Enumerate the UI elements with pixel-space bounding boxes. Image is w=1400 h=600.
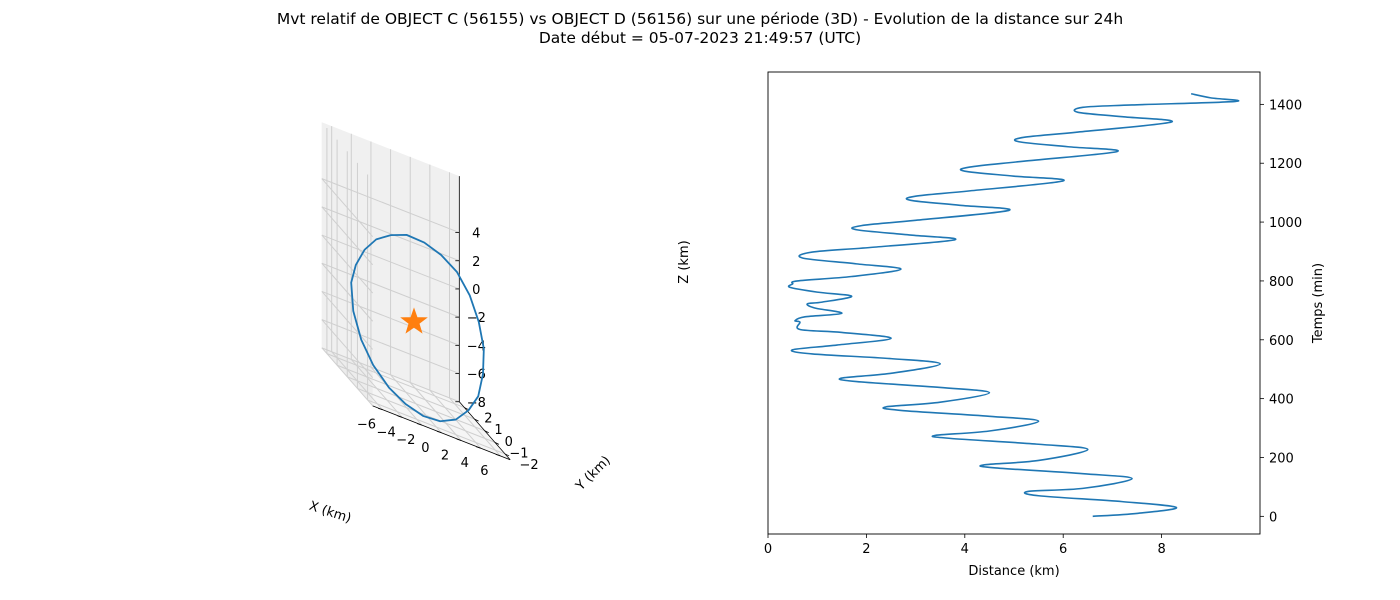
x-tick <box>377 407 383 411</box>
y-tick-label: 600 <box>1269 334 1294 349</box>
y-tick-label: −2 <box>519 458 538 473</box>
y-tick <box>474 418 479 422</box>
x-tick-label: 8 <box>1157 542 1165 557</box>
gridline-z-back <box>321 178 460 234</box>
y-tick <box>504 453 510 457</box>
z-tick-label: −2 <box>467 311 486 326</box>
x-tick <box>495 454 501 457</box>
x-tick-label: −2 <box>396 433 415 448</box>
star-marker <box>400 307 428 334</box>
gridline-z-back <box>321 347 460 403</box>
y-tick-label: 0 <box>505 435 513 450</box>
y-tick-label: 1 <box>494 423 502 438</box>
y-tick-label: 1000 <box>1269 216 1302 231</box>
z-tick-label: 0 <box>472 283 480 298</box>
y-tick <box>494 441 500 445</box>
gridline-z-back <box>321 290 460 346</box>
gridline-z-left <box>321 234 374 294</box>
x-tick-label: 0 <box>421 441 429 456</box>
trajectory-line <box>350 233 485 423</box>
x-tick-label: −6 <box>357 418 376 433</box>
y-tick-label: 2 <box>484 412 492 427</box>
y-tick <box>484 430 489 434</box>
z-axis-label: Z (km) <box>677 240 692 283</box>
distance-line <box>787 92 1240 518</box>
x-tick <box>456 438 462 441</box>
y-tick-label: 1200 <box>1269 157 1302 172</box>
y-tick-label: 400 <box>1269 393 1294 408</box>
gridline-y-floor <box>357 387 496 443</box>
gridline-y-floor <box>326 353 465 409</box>
x-tick-label: 0 <box>764 542 772 557</box>
gridline-y-floor <box>347 376 485 432</box>
y-axis-label: Y (km) <box>573 453 614 494</box>
x-tick <box>397 415 403 418</box>
gridline-z-left <box>321 319 374 378</box>
y-tick-label: 0 <box>1269 510 1277 525</box>
chart-title-line2: Date début = 05-07-2023 21:49:57 (UTC) <box>538 29 862 47</box>
y-tick-label: 1400 <box>1269 98 1302 113</box>
chart-distance-vs-time: 0 2 4 6 8 0 200 400 600 800 1000 1200 1400 Distance (… <box>764 71 1326 579</box>
z-tick-label: 2 <box>472 255 480 270</box>
x-tick-label: 2 <box>862 542 870 557</box>
x-tick-label: 4 <box>961 542 969 557</box>
plot-frame <box>767 71 1261 535</box>
gridline-z-back <box>321 234 460 290</box>
gridline-z-left <box>321 206 374 266</box>
gridline-z-left <box>321 178 374 237</box>
z-tick-label: −4 <box>467 339 486 354</box>
gridline-y-floor <box>367 399 506 455</box>
x-tick <box>436 430 442 434</box>
x-axis-label: Distance (km) <box>968 564 1059 579</box>
chart-title-line1: Mvt relatif de OBJECT C (56155) vs OBJEC… <box>276 10 1124 28</box>
x-tick-label: 6 <box>480 464 488 479</box>
x-tick-label: 4 <box>461 456 469 471</box>
x-tick-label: 6 <box>1059 542 1067 557</box>
x-tick-label: 2 <box>441 449 449 464</box>
x-tick <box>476 446 481 449</box>
x-tick <box>417 423 422 426</box>
x-axis-label: X (km) <box>307 499 353 527</box>
z-tick-label: 4 <box>472 227 480 242</box>
gridline-z-left <box>321 347 374 407</box>
gridline-z-back <box>321 262 460 318</box>
x-tick-label: −4 <box>377 425 396 440</box>
y-tick-label: 800 <box>1269 275 1294 290</box>
y-tick-label: −1 <box>509 446 528 461</box>
y-tick <box>464 407 469 410</box>
gridline-z-left <box>321 262 374 322</box>
gridline-z-left <box>321 291 374 350</box>
gridline-y-floor <box>336 364 475 420</box>
y-tick-label: 200 <box>1269 451 1294 466</box>
gridline-z-back <box>321 319 460 375</box>
y-axis-label: Temps (min) <box>1311 263 1326 344</box>
